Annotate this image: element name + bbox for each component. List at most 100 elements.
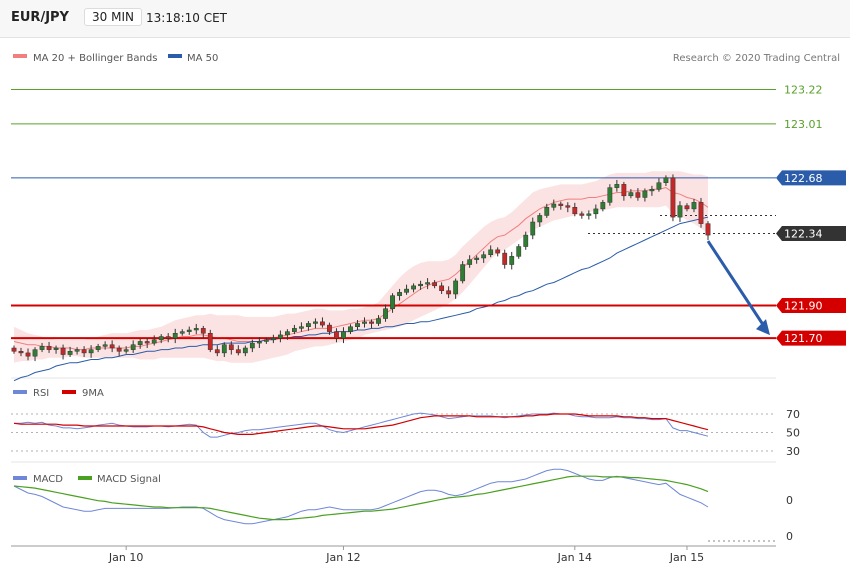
x-tick-label: Jan 12 (325, 551, 360, 564)
bollinger-band (14, 171, 708, 363)
target-level-label: 123.01 (784, 118, 823, 131)
bullish-candle (284, 331, 290, 336)
bullish-candle (397, 292, 402, 296)
bullish-candle (362, 321, 367, 324)
bearish-candle (320, 321, 325, 326)
ma9-legend-label: 9MA (82, 388, 104, 399)
bearish-candle (200, 328, 206, 334)
bearish-candle (635, 192, 641, 198)
bullish-candle (95, 346, 101, 350)
bullish-candle (74, 349, 80, 352)
bullish-candle (256, 341, 262, 344)
rsi-tick-label: 30 (786, 445, 800, 458)
bearish-candle (60, 347, 66, 355)
bullish-candle (516, 246, 522, 257)
bullish-candle (628, 192, 634, 197)
bearish-candle (81, 349, 87, 354)
support-level-label: 121.90 (784, 299, 823, 312)
bullish-candle (137, 341, 143, 345)
bullish-candle (39, 346, 45, 350)
rsi-tick-label: 70 (786, 408, 800, 421)
bearish-candle (228, 344, 234, 350)
bearish-candle (11, 347, 17, 352)
bullish-candle (607, 187, 613, 203)
bearish-candle (698, 202, 704, 224)
bullish-candle (179, 331, 185, 334)
bearish-candle (684, 205, 690, 210)
bullish-candle (509, 256, 515, 265)
signal-legend-swatch (78, 476, 92, 480)
bullish-candle (376, 318, 381, 324)
bullish-candle (158, 336, 164, 341)
bullish-candle (355, 323, 360, 327)
support-price-tag (776, 330, 846, 346)
bullish-candle (593, 208, 599, 215)
bearish-candle (327, 324, 332, 332)
bearish-candle (25, 352, 31, 357)
resistance-level-label: 122.68 (784, 172, 823, 185)
rsi-tick-label: 50 (786, 427, 800, 440)
macd-panel: 00 (13, 468, 793, 543)
bullish-candle (411, 285, 416, 290)
bearish-candle (558, 203, 564, 206)
bearish-candle (446, 290, 452, 295)
bullish-candle (299, 326, 304, 329)
bullish-candle (221, 344, 227, 354)
bullish-candle (656, 182, 662, 190)
ma50-legend-swatch (168, 54, 182, 58)
bearish-candle (144, 341, 150, 344)
bullish-candle (691, 202, 697, 210)
bearish-candle (334, 331, 339, 339)
bullish-candle (600, 202, 606, 210)
ma20-line (13, 187, 709, 351)
bearish-candle (109, 344, 115, 349)
bullish-candle (467, 259, 473, 265)
bullish-candle (242, 347, 248, 354)
bullish-candle (249, 342, 255, 349)
rsi-panel: 70 50 30 (11, 408, 800, 458)
current-price-tag (776, 225, 846, 241)
bullish-candle (292, 328, 297, 332)
bullish-candle (663, 177, 669, 183)
bullish-candle (383, 308, 388, 319)
ma50-legend-label: MA 50 (187, 53, 218, 64)
bullish-candle (481, 254, 487, 259)
bearish-candle (705, 223, 711, 236)
bullish-candle (537, 215, 543, 223)
macd-signal-line (13, 475, 709, 521)
forecast-arrow-shaft (706, 240, 768, 331)
x-tick-label: Jan 14 (557, 551, 592, 564)
bearish-candle (207, 333, 213, 350)
bearish-candle (235, 349, 241, 354)
bullish-candle (677, 205, 683, 218)
x-axis: Jan 10 Jan 12 Jan 14 Jan 15 (108, 546, 704, 564)
bullish-candle (649, 189, 655, 192)
bullish-candle (404, 288, 409, 293)
bullish-candle (151, 339, 157, 344)
instrument-label: EUR/JPY (11, 10, 69, 25)
bullish-candle (390, 295, 395, 309)
resistance-price-tag (776, 170, 846, 186)
rsi-legend-swatch (13, 390, 27, 394)
macd-legend-swatch (13, 476, 27, 480)
bullish-candle (130, 344, 136, 350)
bullish-candle (88, 349, 94, 354)
bullish-candle (551, 203, 557, 208)
bullish-candle (425, 282, 430, 285)
bullish-candle (193, 328, 199, 331)
price-panel: 123.22 123.01 122.68 122.34 121.90 121.70 (11, 83, 846, 382)
signal-legend-label: MACD Signal (97, 474, 161, 485)
bullish-candle (306, 323, 311, 327)
current-level-label: 122.34 (784, 227, 823, 240)
forecast-arrow-head (756, 319, 770, 336)
ma9-legend-swatch (62, 390, 76, 394)
rsi-legend-label: RSI (33, 388, 49, 399)
bearish-candle (18, 351, 24, 354)
macd-tick-label: 0 (786, 494, 793, 507)
bearish-candle (579, 213, 585, 216)
timeframe-button[interactable]: 30 MIN (84, 8, 142, 26)
bullish-candle (544, 207, 550, 216)
bullish-candle (614, 184, 620, 188)
macd-tick-label: 0 (786, 530, 793, 543)
